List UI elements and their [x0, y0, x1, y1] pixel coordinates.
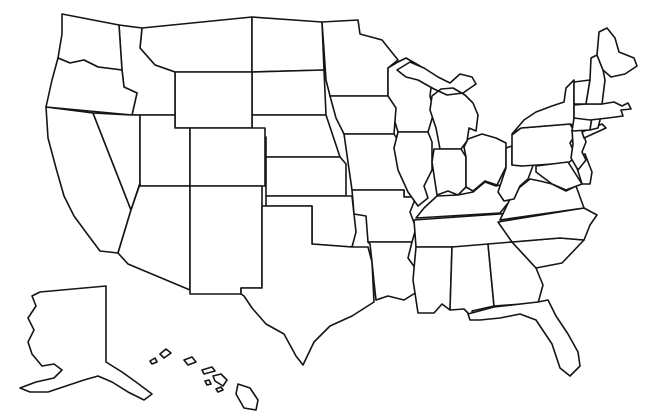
- state-maryland[interactable]: [535, 161, 583, 191]
- state-iowa[interactable]: [329, 95, 397, 135]
- state-montana[interactable]: [139, 16, 253, 73]
- state-north-carolina[interactable]: [497, 207, 598, 243]
- state-maine[interactable]: [596, 27, 638, 78]
- state-south-dakota[interactable]: [251, 69, 327, 116]
- state-colorado[interactable]: [189, 127, 266, 187]
- state-indiana[interactable]: [431, 148, 467, 196]
- state-illinois[interactable]: [393, 131, 433, 207]
- state-pennsylvania[interactable]: [511, 123, 577, 167]
- state-new-mexico[interactable]: [189, 185, 263, 295]
- state-alaska[interactable]: [19, 285, 153, 401]
- state-ohio[interactable]: [463, 133, 507, 192]
- state-michigan[interactable]: [396, 61, 479, 150]
- state-mississippi[interactable]: [412, 246, 453, 314]
- state-oregon[interactable]: [45, 57, 138, 116]
- state-arkansas[interactable]: [351, 189, 417, 243]
- state-alabama[interactable]: [449, 243, 495, 320]
- state-wyoming[interactable]: [174, 71, 253, 129]
- state-florida[interactable]: [467, 299, 581, 377]
- state-hawaii[interactable]: [149, 348, 259, 411]
- state-kansas[interactable]: [265, 156, 347, 197]
- state-texas[interactable]: [240, 205, 375, 366]
- state-north-dakota[interactable]: [251, 16, 325, 73]
- state-minnesota[interactable]: [321, 19, 399, 97]
